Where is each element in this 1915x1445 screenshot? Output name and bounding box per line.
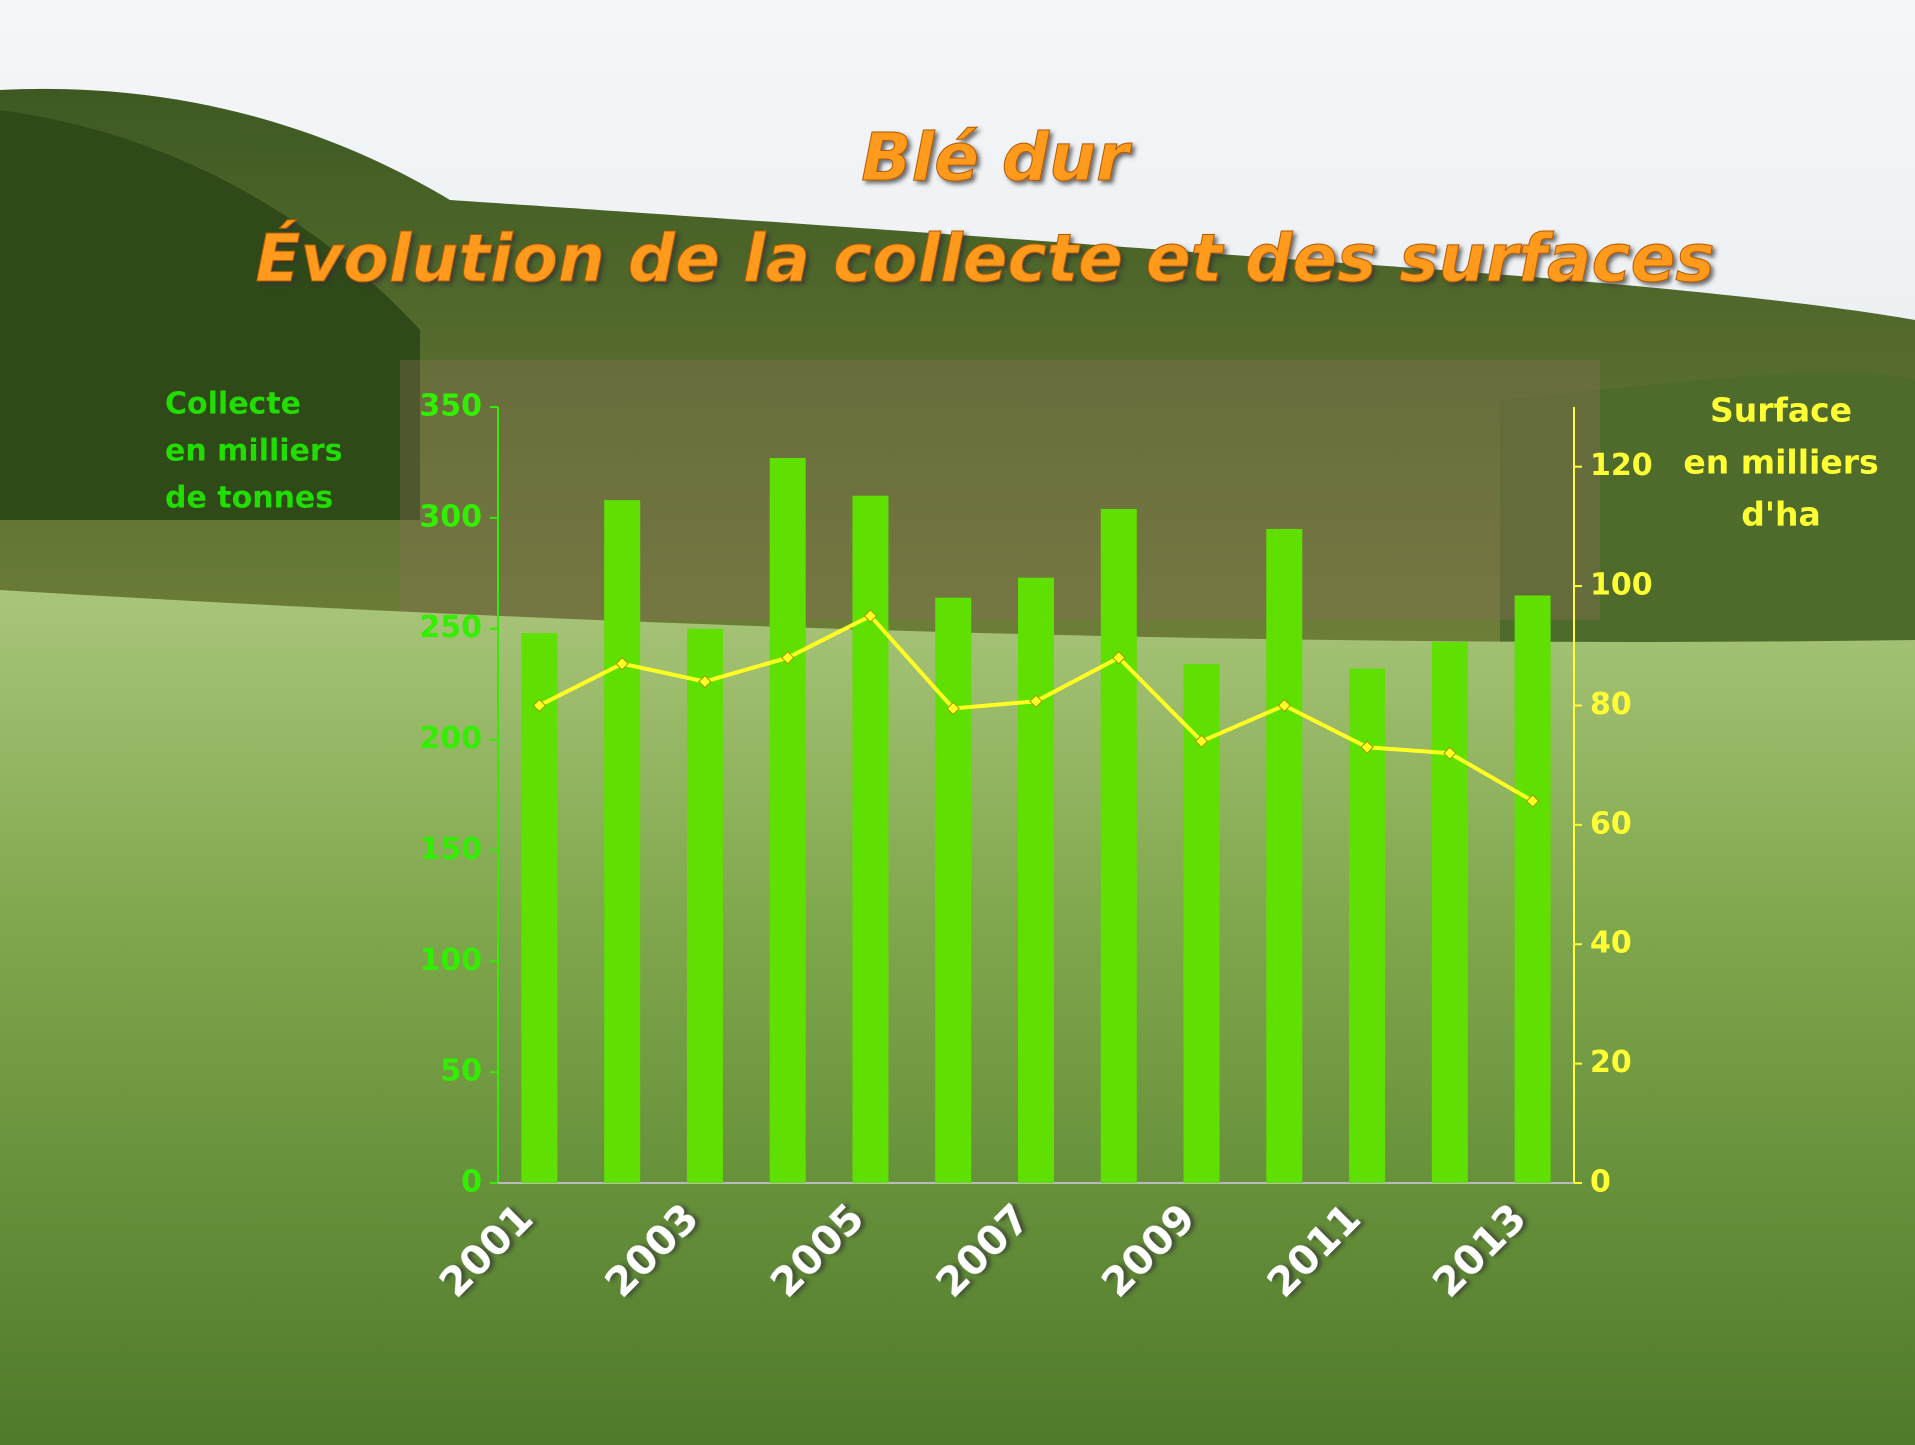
line-marker <box>1112 651 1126 665</box>
line-marker <box>1525 794 1540 808</box>
y-tick-label: 250 <box>419 610 482 645</box>
bar <box>1018 577 1054 1183</box>
y-tick-label: 150 <box>419 832 482 867</box>
chart-title: Évolution de la collecte et des surfaces <box>255 219 1714 297</box>
line-marker <box>1029 694 1043 708</box>
y2-tick-label: 60 <box>1590 806 1632 841</box>
y2-tick-label: 120 <box>1590 448 1653 483</box>
bar <box>521 633 558 1183</box>
bar <box>852 495 889 1184</box>
y-axis-label: de tonnes <box>165 481 333 516</box>
line-marker <box>1277 698 1292 713</box>
y2-tick-label: 100 <box>1590 568 1653 603</box>
bar <box>935 597 972 1183</box>
chart-title: Blé dur <box>861 119 1132 196</box>
line-marker <box>698 674 712 689</box>
bar <box>604 500 641 1183</box>
bar <box>1431 642 1468 1183</box>
bar <box>1349 668 1386 1183</box>
line-marker <box>1443 746 1457 760</box>
line-marker <box>615 656 629 671</box>
bar <box>1514 595 1551 1183</box>
y2-tick-label: 20 <box>1590 1045 1632 1080</box>
y-tick-label: 350 <box>419 389 482 424</box>
y-tick-label: 50 <box>440 1054 482 1089</box>
line-marker <box>780 651 795 665</box>
line-marker <box>946 701 960 716</box>
y-tick-label: 200 <box>419 721 482 756</box>
y-axis-label: Collecte <box>165 387 301 422</box>
line-marker <box>1360 740 1374 754</box>
bar <box>1266 528 1303 1183</box>
line-marker <box>863 609 878 623</box>
line-marker <box>532 698 547 713</box>
bar <box>1183 664 1220 1183</box>
line-marker <box>1194 734 1209 748</box>
bar <box>686 628 723 1183</box>
y2-axis-label: d'ha <box>1741 495 1821 534</box>
y2-axis-label: Surface <box>1710 391 1852 430</box>
bar <box>1100 508 1137 1183</box>
y-axis-label: en milliers <box>165 434 343 469</box>
y2-axis-label: en milliers <box>1683 443 1878 482</box>
y2-tick-label: 80 <box>1590 687 1632 722</box>
y-tick-label: 0 <box>461 1165 482 1200</box>
y-tick-label: 300 <box>419 499 482 534</box>
y2-tick-label: 40 <box>1590 926 1632 961</box>
y2-tick-label: 0 <box>1590 1165 1611 1200</box>
bar <box>769 457 806 1184</box>
y-tick-label: 100 <box>419 943 482 978</box>
